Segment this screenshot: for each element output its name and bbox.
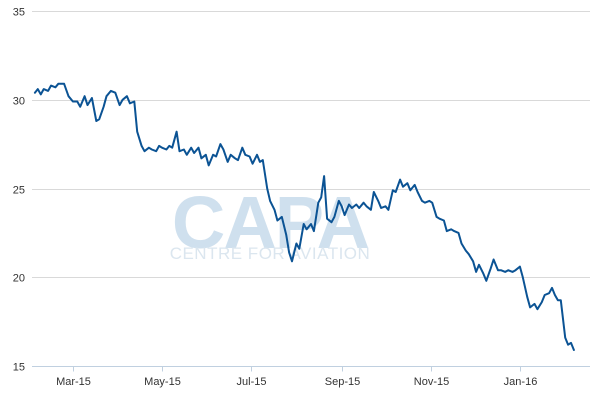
y-tick-label: 15 [13,362,25,374]
series-group [33,82,575,351]
y-tick-label: 35 [13,7,25,19]
x-tick-label: Jan-16 [504,376,538,388]
y-axis: 15 20 25 30 35 [13,7,25,374]
x-axis: Mar-15 May-15 Jul-15 Sep-15 Nov-15 Jan-16 [32,366,590,388]
watermark-logo-text: CAPA [172,181,369,264]
x-tick-label: May-15 [144,376,181,388]
y-tick-label: 25 [13,185,25,197]
price-series-line [33,82,575,351]
x-tick-label: Jul-15 [237,376,267,388]
y-tick-label: 30 [13,96,25,108]
y-gridlines [32,11,590,278]
x-tick-label: Mar-15 [56,376,91,388]
x-tick-label: Nov-15 [414,376,449,388]
x-tick-label: Sep-15 [325,376,360,388]
watermark-tagline: CENTRE FOR AVIATION [170,244,371,263]
y-tick-label: 20 [13,273,25,285]
capa-watermark: CAPA CENTRE FOR AVIATION [170,181,371,264]
